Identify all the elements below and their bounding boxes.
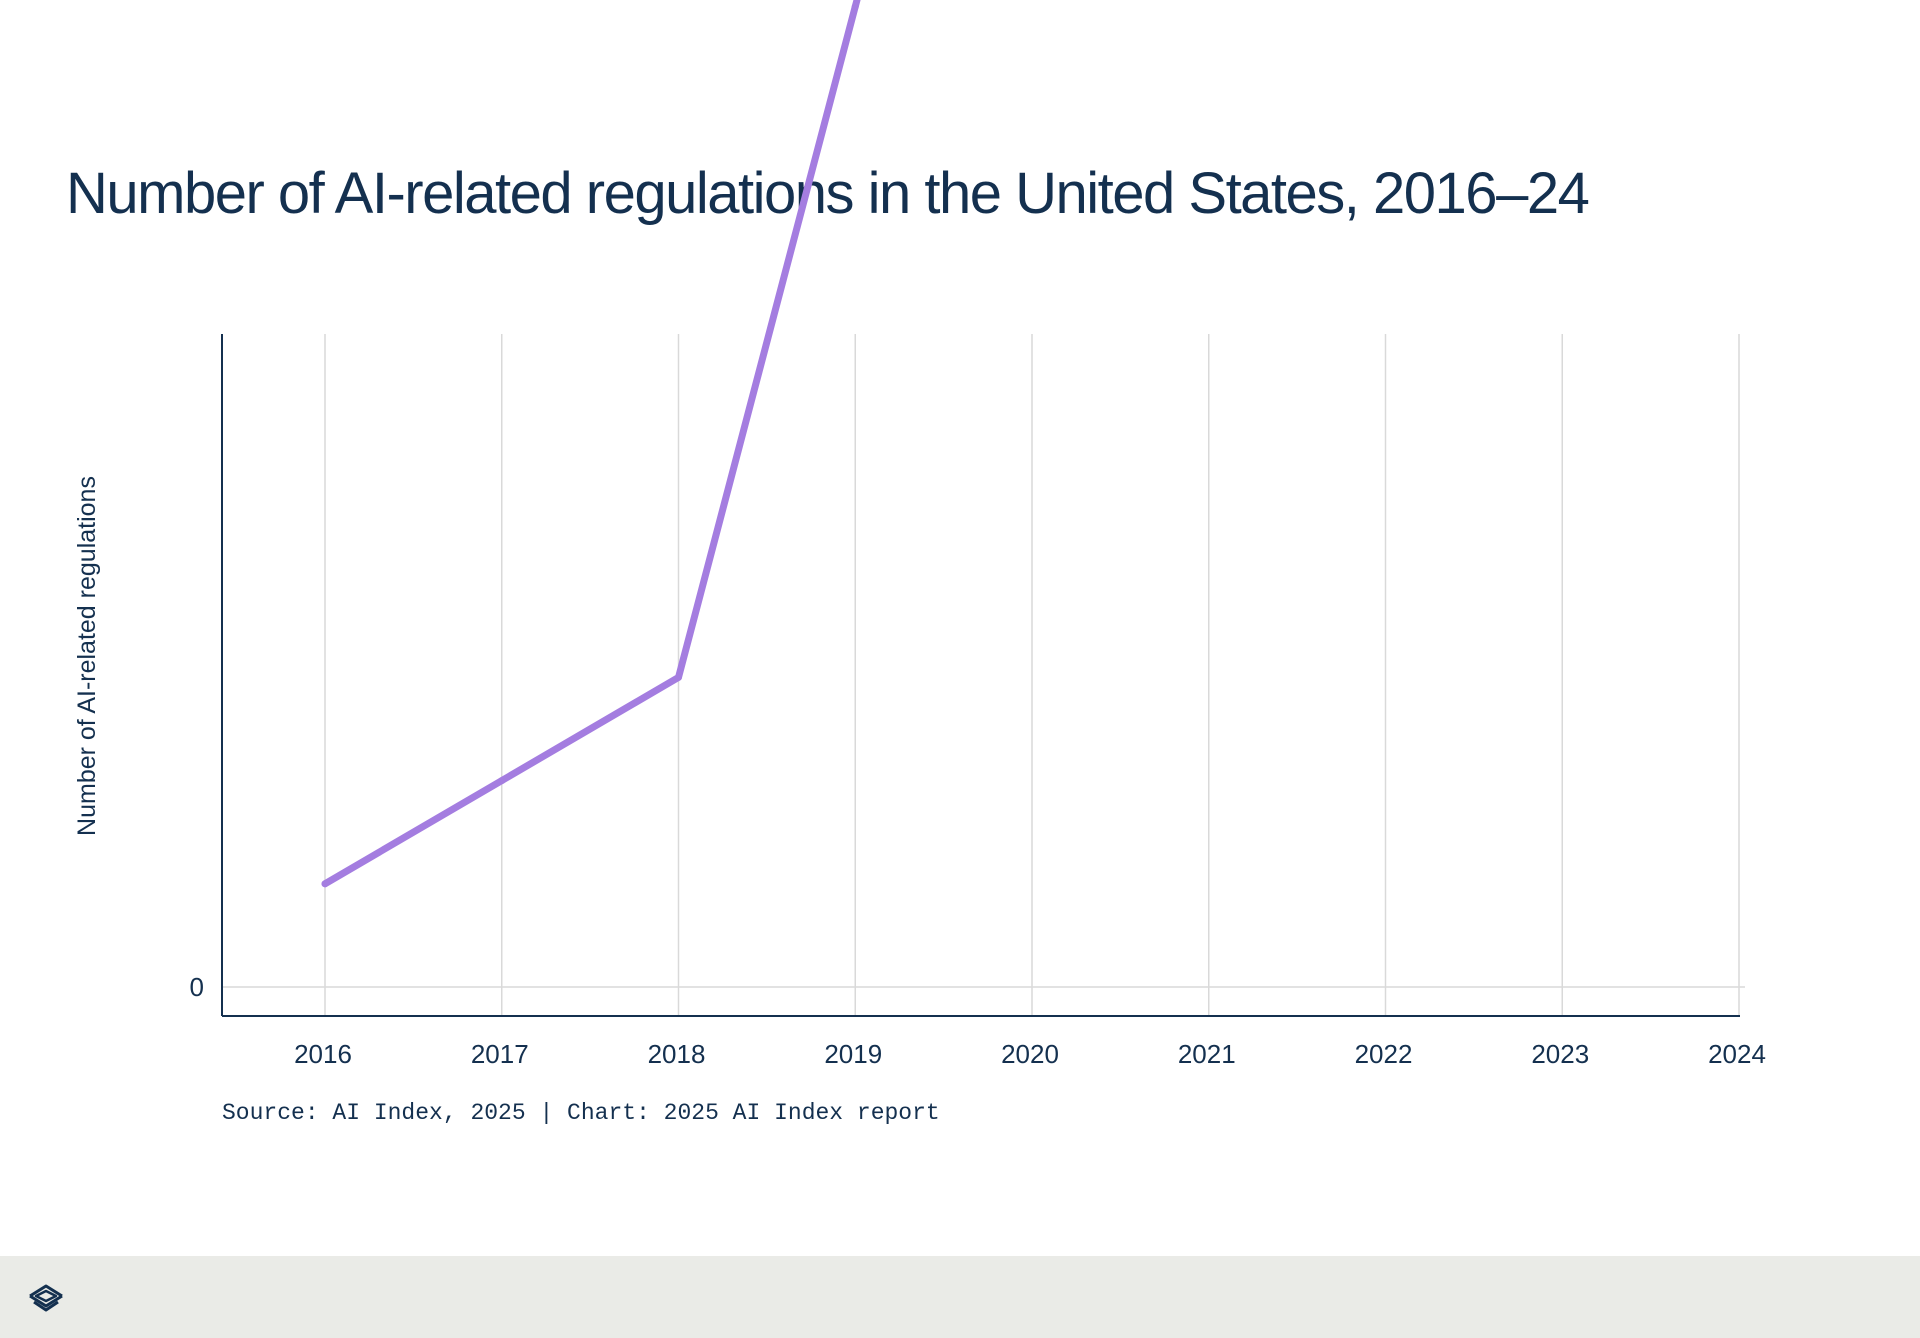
footer-bar xyxy=(0,1256,1920,1338)
x-tick-label: 2020 xyxy=(1001,1039,1059,1069)
x-tick-label: 2018 xyxy=(648,1039,706,1069)
series-line xyxy=(321,0,861,888)
source-note: Source: AI Index, 2025 | Chart: 2025 AI … xyxy=(222,1100,940,1126)
axis-layer xyxy=(221,334,1740,1017)
data-point xyxy=(321,880,329,888)
x-tick-label: 2016 xyxy=(294,1039,352,1069)
ai-index-logo-icon xyxy=(29,1284,63,1312)
chart-title: Number of AI-related regulations in the … xyxy=(66,161,1590,226)
x-tick-label: 2023 xyxy=(1531,1039,1589,1069)
x-tick-label: 2022 xyxy=(1355,1039,1413,1069)
grid-layer xyxy=(222,334,1745,1016)
x-tick-label: 2024 xyxy=(1708,1039,1766,1069)
line-chart: 0102030405060201620172018201920202021202… xyxy=(73,0,1766,1069)
series-layer xyxy=(321,0,861,888)
x-tick-label: 2017 xyxy=(471,1039,529,1069)
data-point xyxy=(675,673,682,681)
y-tick-label: 0 xyxy=(190,972,204,1002)
x-tick-label: 2019 xyxy=(824,1039,882,1069)
data-point xyxy=(498,777,506,785)
data-point xyxy=(851,3,859,11)
y-axis-title: Number of AI-related regulations xyxy=(73,476,101,836)
x-tick-label: 2021 xyxy=(1178,1039,1236,1069)
label-layer: 0102030405060201620172018201920202021202… xyxy=(73,476,1766,1069)
